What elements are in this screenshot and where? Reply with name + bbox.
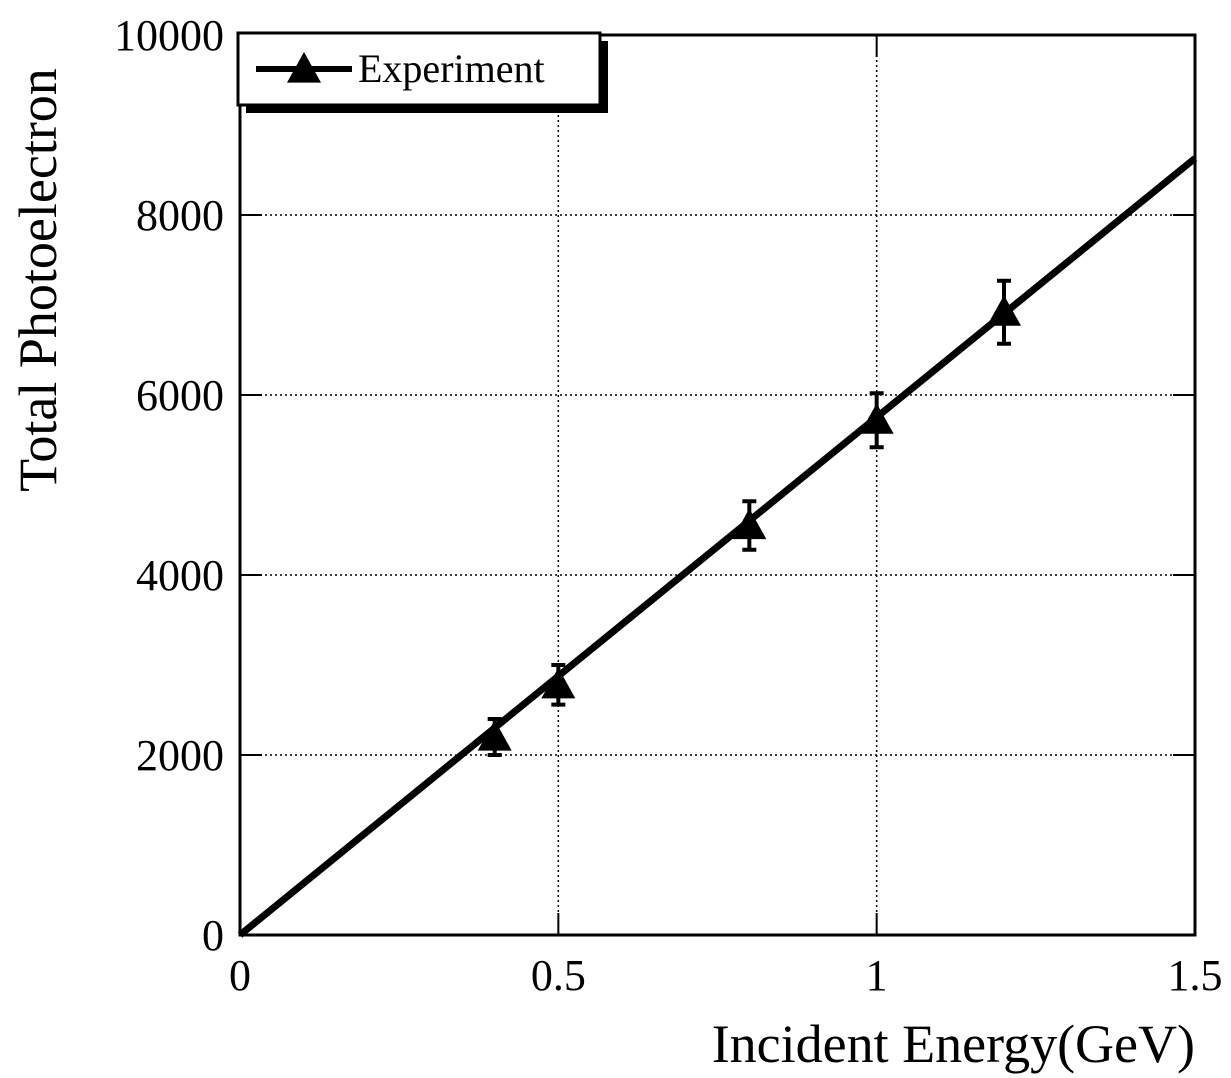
fit-line [237,155,1198,938]
marker [541,667,576,699]
x-tick-label: 0.5 [531,951,586,1000]
marker [987,295,1021,326]
y-tick-label: 6000 [136,371,224,420]
legend-text: Experiment [358,46,545,91]
x-axis-label: Incident Energy(GeV) [712,1014,1195,1074]
marker [732,508,767,540]
y-tick-label: 0 [202,911,224,960]
legend-marker [287,52,321,83]
y-tick-label: 4000 [136,551,224,600]
y-tick-label: 2000 [136,731,224,780]
plot-frame [238,33,1197,937]
x-tick-label: 1 [866,951,888,1000]
x-tick-label: 0 [229,951,251,1000]
plot-frame [238,33,1197,937]
marker [477,720,512,751]
marker [859,403,894,434]
x-tick-label: 1.5 [1168,951,1223,1000]
y-axis-label: Total Photoelectron [8,68,68,492]
y-tick-label: 8000 [136,191,224,240]
y-tick-label: 10000 [114,11,224,60]
